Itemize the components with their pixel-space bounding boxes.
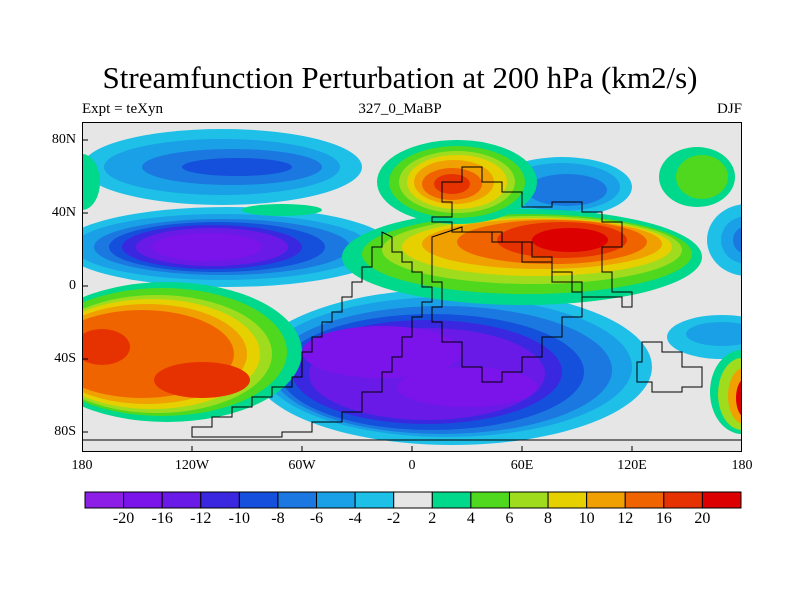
map-ticks: [82, 139, 633, 452]
colorbar-swatch: [200, 491, 240, 509]
colorbar-swatch: [586, 491, 626, 509]
x-tick-label: 0: [408, 458, 416, 473]
coastline-americas: [191, 231, 433, 438]
colorbar-label: -2: [387, 510, 401, 527]
positive-anomaly-north-atlantic: [242, 204, 322, 216]
coastline-eurasia: [431, 166, 633, 308]
coastline-africa: [431, 226, 583, 383]
experiment-label: Expt = teXyn: [82, 101, 163, 117]
season-label: DJF: [716, 101, 742, 117]
colorbar-label: 16: [655, 510, 672, 527]
colorbar-swatch: [624, 491, 665, 509]
x-tick-label: 120W: [174, 458, 210, 473]
map-title: Streamfunction Perturbation at 200 hPa (…: [102, 60, 698, 95]
y-tick-label: 40S: [54, 351, 76, 366]
colorbar-swatch: [431, 491, 472, 509]
x-tick-label: 180: [731, 458, 753, 473]
run-label: 327_0_MaBP: [358, 101, 442, 117]
colorbar-swatch: [238, 491, 279, 509]
colorbar-swatch: [701, 491, 742, 509]
positive-anomaly-ne-pacific: [659, 147, 735, 207]
positive-anomaly-west-edge: [82, 154, 100, 210]
colorbar-swatch: [84, 491, 125, 509]
colorbar-label: -20: [112, 510, 135, 527]
x-tick-label: 120E: [617, 458, 647, 473]
x-tick-label: 180: [71, 458, 93, 473]
colorbar-label: -8: [271, 510, 285, 527]
positive-anomaly-south-pacific: [82, 282, 302, 422]
colorbar-swatch: [161, 491, 202, 509]
colorbar-swatch: [663, 491, 703, 509]
negative-anomaly-east-edge: [667, 204, 742, 359]
colorbar-swatch: [547, 491, 588, 509]
colorbar-label: -16: [151, 510, 173, 527]
x-tick-label: 60W: [288, 458, 316, 473]
x-tick-label: 60E: [510, 458, 534, 473]
colorbar-label: 2: [428, 510, 437, 527]
colorbar-swatch: [470, 491, 510, 509]
colorbar-swatch: [354, 491, 395, 509]
colorbar-label: 20: [694, 510, 711, 527]
colorbar-label: 10: [578, 510, 595, 527]
colorbar-swatch: [316, 491, 356, 509]
colorbar-swatch: [277, 491, 318, 509]
colorbar-label: 8: [544, 510, 553, 527]
colorbar-label: -6: [309, 510, 324, 527]
colorbar-label: 6: [505, 510, 514, 527]
colorbar-label: -12: [190, 510, 212, 527]
y-tick-label: 80S: [54, 424, 76, 439]
colorbar: [84, 491, 742, 509]
colorbar-swatch: [393, 491, 433, 509]
colorbar-label: -10: [228, 510, 250, 527]
colorbar-label: 4: [466, 510, 475, 527]
y-tick-label: 80N: [51, 132, 76, 147]
negative-anomaly-north-pacific: [82, 129, 392, 287]
colorbar-swatch: [123, 491, 163, 509]
positive-anomaly-eurasia: [342, 209, 702, 305]
negative-anomaly-southern-trough: [252, 289, 652, 445]
map-panel: [82, 122, 742, 452]
colorbar-label: -4: [348, 510, 362, 527]
colorbar-label: 12: [617, 510, 634, 527]
y-tick-label: 40N: [51, 205, 76, 220]
coastlines: [82, 166, 742, 441]
colorbar-swatch: [508, 491, 549, 509]
positive-anomaly-southeast-edge: [710, 350, 742, 434]
y-tick-label: 0: [69, 278, 76, 293]
coastline-australia: [636, 341, 703, 393]
